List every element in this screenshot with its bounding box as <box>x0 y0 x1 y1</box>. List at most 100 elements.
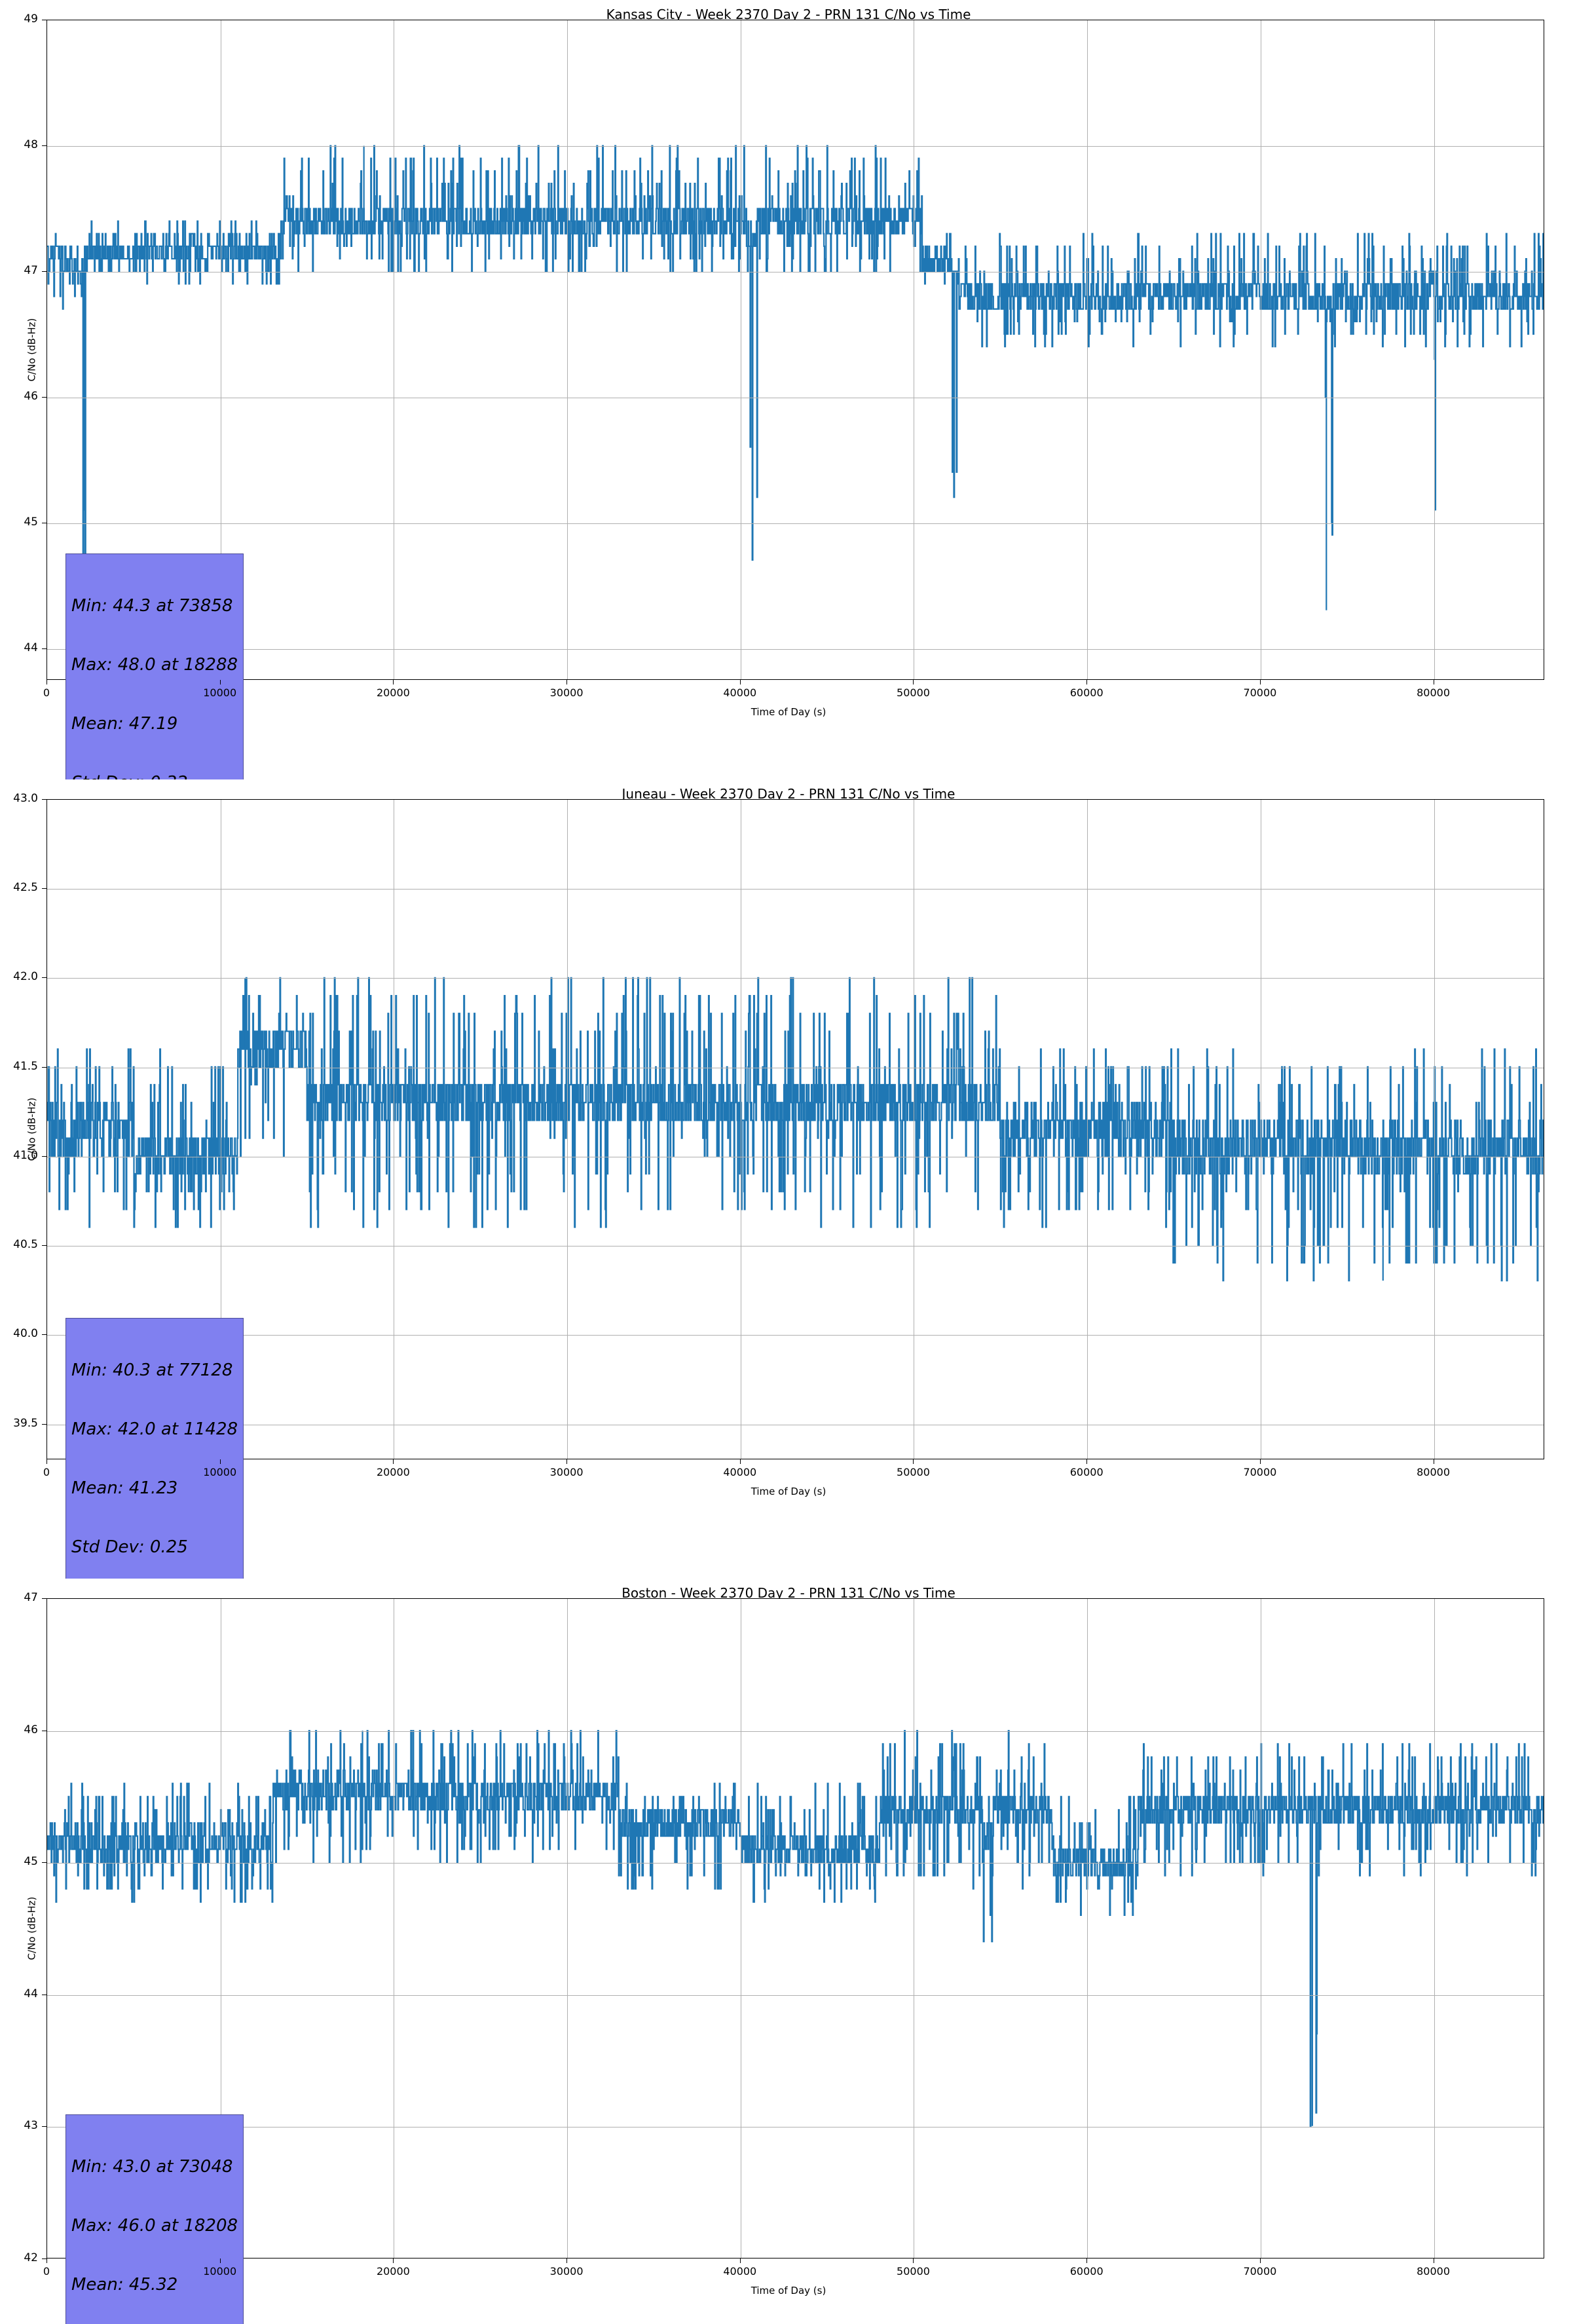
grid-line-vertical <box>1434 800 1435 1459</box>
x-tick-mark <box>566 1459 568 1464</box>
grid-line-horizontal <box>47 1335 1544 1336</box>
x-tick-label: 80000 <box>1417 1466 1451 1478</box>
x-tick-label: 60000 <box>1069 686 1104 699</box>
y-tick-mark <box>42 2126 46 2127</box>
grid-line-vertical <box>567 1599 568 2258</box>
x-tick-label: 30000 <box>549 686 584 699</box>
y-tick-mark <box>42 145 46 146</box>
stat-min: Min: 43.0 at 73048 <box>71 2157 233 2177</box>
x-tick-label: 10000 <box>203 686 237 699</box>
y-tick-label: 44 <box>24 641 38 654</box>
chart-panel-kansas-city: Kansas City - Week 2370 Day 2 - PRN 131 … <box>0 0 1577 836</box>
y-tick-label: 42 <box>24 2251 38 2264</box>
y-axis-label: C/No (dB-Hz) <box>26 318 38 382</box>
x-tick-label: 60000 <box>1069 2265 1104 2277</box>
series-path <box>47 146 1544 610</box>
y-tick-label: 45 <box>24 515 38 529</box>
x-tick-mark <box>393 680 394 684</box>
y-tick-label: 41.0 <box>13 1148 38 1162</box>
grid-line-horizontal <box>47 978 1544 979</box>
stat-max: Max: 42.0 at 11428 <box>71 1419 238 1439</box>
x-tick-mark <box>739 1459 741 1464</box>
x-tick-mark <box>219 680 221 684</box>
stat-mean: Mean: 47.19 <box>71 714 178 734</box>
x-axis-label: Time of Day (s) <box>751 706 826 718</box>
x-tick-mark <box>913 1459 914 1464</box>
y-tick-label: 40.5 <box>13 1238 38 1252</box>
y-tick-label: 45 <box>24 1855 38 1869</box>
y-tick-mark <box>42 648 46 649</box>
grid-line-vertical <box>1087 20 1088 679</box>
stat-mean: Mean: 41.23 <box>71 1478 178 1498</box>
x-tick-mark <box>219 2258 221 2263</box>
y-axis-label-wrap: C/No (dB-Hz) <box>0 799 37 1459</box>
y-tick-label: 42.5 <box>13 881 38 895</box>
y-tick-mark <box>42 2258 46 2259</box>
chart-panel-boston: Boston - Week 2370 Day 2 - PRN 131 C/No … <box>0 1579 1577 2324</box>
stats-box: Min: 40.3 at 77128 Max: 42.0 at 11428 Me… <box>65 1318 244 1601</box>
grid-line-vertical <box>1087 800 1088 1459</box>
y-tick-label: 47 <box>24 264 38 277</box>
x-tick-label: 20000 <box>376 2265 410 2277</box>
x-tick-label: 30000 <box>549 1466 584 1478</box>
x-tick-mark <box>739 680 741 684</box>
x-tick-label: 0 <box>43 1466 50 1478</box>
x-axis-label: Time of Day (s) <box>751 1486 826 1497</box>
x-tick-mark <box>219 1459 221 1464</box>
y-tick-mark <box>42 1066 46 1068</box>
y-tick-label: 49 <box>24 12 38 26</box>
plot-area <box>46 1598 1544 2258</box>
x-tick-mark <box>46 680 47 684</box>
grid-line-vertical <box>567 20 568 679</box>
y-axis-label-wrap: C/No (dB-Hz) <box>0 1598 37 2258</box>
series-path <box>47 978 1544 1281</box>
x-tick-label: 60000 <box>1069 1466 1104 1478</box>
x-tick-mark <box>46 2258 47 2263</box>
grid-line-vertical <box>1434 1599 1435 2258</box>
y-tick-mark <box>42 1598 46 1599</box>
x-tick-label: 50000 <box>897 2265 930 2277</box>
grid-line-horizontal <box>47 889 1544 890</box>
x-tick-label: 40000 <box>723 1466 757 1478</box>
x-tick-mark <box>1259 1459 1261 1464</box>
x-tick-mark <box>566 2258 568 2263</box>
x-tick-mark <box>913 680 914 684</box>
stats-box: Min: 43.0 at 73048 Max: 46.0 at 18208 Me… <box>65 2114 244 2324</box>
grid-line-horizontal <box>47 1731 1544 1732</box>
y-tick-mark <box>42 977 46 979</box>
x-tick-mark <box>566 680 568 684</box>
grid-line-horizontal <box>47 649 1544 650</box>
x-tick-label: 20000 <box>376 1466 410 1478</box>
grid-line-horizontal <box>47 523 1544 524</box>
x-tick-mark <box>46 1459 47 1464</box>
stat-max: Max: 46.0 at 18208 <box>71 2216 238 2236</box>
x-tick-label: 10000 <box>203 2265 237 2277</box>
chart-panel-juneau: Juneau - Week 2370 Day 2 - PRN 131 C/No … <box>0 779 1577 1601</box>
y-tick-label: 40.0 <box>13 1327 38 1341</box>
x-tick-mark <box>1086 1459 1088 1464</box>
series-path <box>47 1731 1544 2126</box>
y-tick-label: 44 <box>24 1987 38 2000</box>
stat-max: Max: 48.0 at 18288 <box>71 655 238 675</box>
y-tick-label: 39.5 <box>13 1416 38 1430</box>
stat-min: Min: 44.3 at 73858 <box>71 596 233 616</box>
grid-line-vertical <box>567 800 568 1459</box>
x-tick-mark <box>1259 680 1261 684</box>
grid-line-vertical <box>1434 20 1435 679</box>
y-tick-label: 42.0 <box>13 970 38 984</box>
x-tick-label: 80000 <box>1417 686 1451 699</box>
grid-line-horizontal <box>47 146 1544 147</box>
data-series-juneau <box>47 800 1544 1459</box>
grid-line-horizontal <box>47 1995 1544 1996</box>
y-tick-mark <box>42 799 46 800</box>
x-tick-mark <box>1086 2258 1088 2263</box>
y-tick-mark <box>42 271 46 272</box>
x-tick-label: 70000 <box>1243 686 1277 699</box>
y-tick-label: 46 <box>24 390 38 403</box>
x-tick-label: 40000 <box>723 686 757 699</box>
y-tick-mark <box>42 1862 46 1864</box>
x-tick-label: 80000 <box>1417 2265 1451 2277</box>
y-axis-label: C/No (dB-Hz) <box>26 1896 38 1960</box>
grid-line-vertical <box>1087 1599 1088 2258</box>
